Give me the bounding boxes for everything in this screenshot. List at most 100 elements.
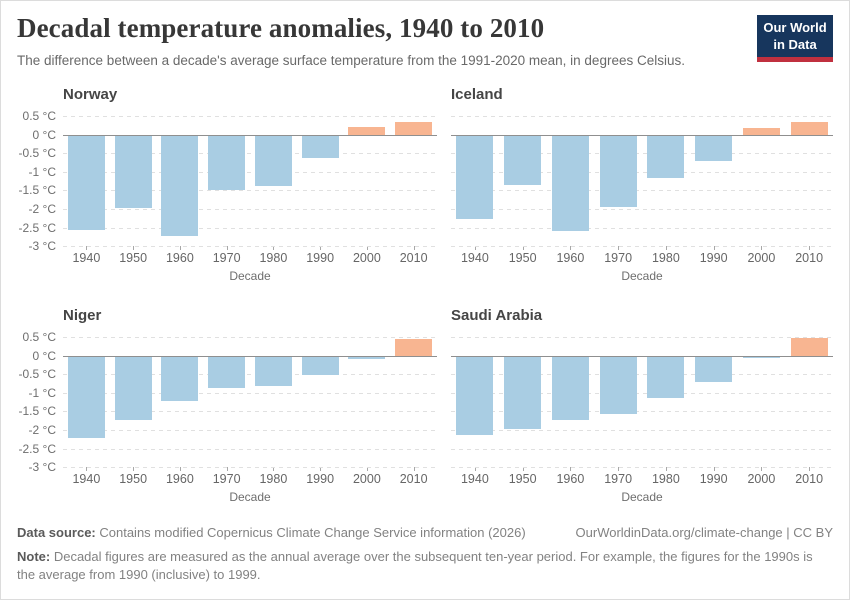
chart-saudi-arabia: Saudi Arabia 1940 1950 1960 1970 1980 1990 200… — [451, 307, 833, 504]
bar-saudi-arabia-1990[interactable] — [695, 356, 733, 382]
zero-line — [451, 134, 833, 136]
bar-norway-1940[interactable] — [67, 135, 105, 231]
owid-logo-line1: Our World — [763, 20, 827, 35]
x-axis-tick — [713, 246, 715, 251]
y-tick-label: -1.5 °C — [18, 183, 56, 198]
bar-norway-1980[interactable] — [254, 135, 292, 186]
bar-niger-1970[interactable] — [208, 356, 246, 389]
chart-body: 0.5 °C 0 °C -0.5 °C -1 °C -1.5 °C -2 °C -2.5 °… — [17, 330, 437, 474]
x-axis-tick — [226, 246, 228, 251]
x-axis-tick — [413, 467, 415, 472]
bar-niger-2000[interactable] — [348, 356, 386, 359]
y-tick-label: -2.5 °C — [18, 441, 56, 456]
bar-niger-2010[interactable] — [395, 339, 433, 356]
bar-iceland-1950[interactable] — [504, 135, 542, 186]
bar-niger-1960[interactable] — [161, 356, 199, 402]
bar-iceland-2000[interactable] — [742, 128, 780, 135]
x-tick-label-2000: 2000 — [747, 472, 776, 487]
x-tick-label-1950: 1950 — [119, 251, 148, 266]
gridline — [63, 227, 437, 229]
x-axis-title: Decade — [621, 490, 663, 505]
x-axis-labels: 1940 1950 1960 1970 1980 1990 2000 2010 — [451, 467, 833, 487]
chart-title-saudi-arabia: Saudi Arabia — [451, 307, 543, 325]
x-tick-label-1980: 1980 — [651, 472, 680, 487]
y-tick-label: -2 °C — [28, 202, 56, 217]
y-tick-label: -2.5 °C — [18, 220, 56, 235]
plot-area — [451, 116, 833, 251]
gridline — [451, 209, 833, 211]
y-tick-label: 0.5 °C — [22, 330, 56, 345]
gridline — [63, 171, 437, 173]
bar-iceland-1960[interactable] — [551, 135, 589, 232]
bar-niger-1990[interactable] — [301, 356, 339, 375]
owid-logo[interactable]: Our World in Data — [757, 15, 833, 63]
x-tick-label-1940: 1940 — [460, 472, 489, 487]
bar-saudi-arabia-2010[interactable] — [790, 337, 828, 356]
x-tick-label-1990: 1990 — [699, 472, 728, 487]
gridline — [451, 116, 833, 118]
x-axis-title: Decade — [621, 269, 663, 284]
x-tick-label-2000: 2000 — [352, 472, 381, 487]
bar-iceland-1970[interactable] — [599, 135, 637, 208]
gridline — [451, 448, 833, 450]
bar-saudi-arabia-1940[interactable] — [456, 356, 494, 435]
bar-norway-2000[interactable] — [348, 127, 386, 135]
bar-iceland-1980[interactable] — [647, 135, 685, 179]
bar-saudi-arabia-1950[interactable] — [504, 356, 542, 430]
x-tick-label-2000: 2000 — [352, 251, 381, 266]
x-axis-labels: 1940 1950 1960 1970 1980 1990 2000 2010 — [451, 246, 833, 266]
gridline — [63, 153, 437, 155]
x-axis-tick — [665, 467, 667, 472]
footer-note-label: Note: — [17, 548, 51, 564]
bar-saudi-arabia-1980[interactable] — [647, 356, 685, 399]
x-tick-label-2010: 2010 — [399, 251, 428, 266]
x-tick-label-1980: 1980 — [259, 472, 288, 487]
gridline — [63, 190, 437, 192]
x-tick-label-1990: 1990 — [699, 251, 728, 266]
gridline — [63, 116, 437, 118]
bar-norway-1950[interactable] — [114, 135, 152, 209]
chart-title-norway: Norway — [63, 86, 118, 104]
x-axis-title: Decade — [229, 269, 271, 284]
x-tick-label-1970: 1970 — [604, 251, 633, 266]
footer-link[interactable]: OurWorldinData.org/climate-change | CC B… — [575, 525, 833, 541]
bar-iceland-1940[interactable] — [456, 135, 494, 220]
x-axis-tick — [474, 467, 476, 472]
plot-area — [63, 116, 437, 251]
bar-niger-1940[interactable] — [67, 356, 105, 439]
x-axis-tick — [474, 246, 476, 251]
gridline — [451, 171, 833, 173]
x-axis-title: Decade — [229, 490, 271, 505]
gridline — [451, 246, 833, 248]
chart-body: 0.5 °C 0 °C -0.5 °C -1 °C -1.5 °C -2 °C -2.5 °… — [17, 109, 437, 253]
bar-norway-1970[interactable] — [208, 135, 246, 190]
bar-niger-1950[interactable] — [114, 356, 152, 420]
bar-iceland-1990[interactable] — [695, 135, 733, 162]
y-tick-label: -3 °C — [28, 239, 56, 254]
y-tick-label: -1.5 °C — [18, 404, 56, 419]
bar-iceland-2010[interactable] — [790, 121, 828, 135]
x-axis-tick — [273, 246, 275, 251]
page-title: Decadal temperature anomalies, 1940 to 2… — [17, 13, 545, 43]
x-tick-label-1940: 1940 — [72, 251, 101, 266]
bar-saudi-arabia-2000[interactable] — [742, 356, 780, 358]
x-tick-label-1970: 1970 — [212, 251, 241, 266]
y-tick-label: 0 °C — [32, 127, 56, 142]
gridline — [451, 190, 833, 192]
gridline — [63, 430, 437, 432]
bar-niger-1980[interactable] — [254, 356, 292, 387]
chart-body — [451, 116, 833, 251]
x-axis-tick — [618, 467, 620, 472]
x-axis-tick — [179, 467, 181, 472]
plot-area — [451, 337, 833, 472]
x-axis-tick — [413, 246, 415, 251]
y-tick-label: -1 °C — [28, 164, 56, 179]
bar-norway-1960[interactable] — [161, 135, 199, 237]
x-axis-tick — [809, 467, 811, 472]
x-tick-label-1950: 1950 — [508, 251, 537, 266]
header-titles: Decadal temperature anomalies, 1940 to 2… — [17, 13, 685, 70]
bar-norway-1990[interactable] — [301, 135, 339, 159]
bar-norway-2010[interactable] — [395, 121, 433, 135]
bar-saudi-arabia-1970[interactable] — [599, 356, 637, 415]
bar-saudi-arabia-1960[interactable] — [551, 356, 589, 420]
